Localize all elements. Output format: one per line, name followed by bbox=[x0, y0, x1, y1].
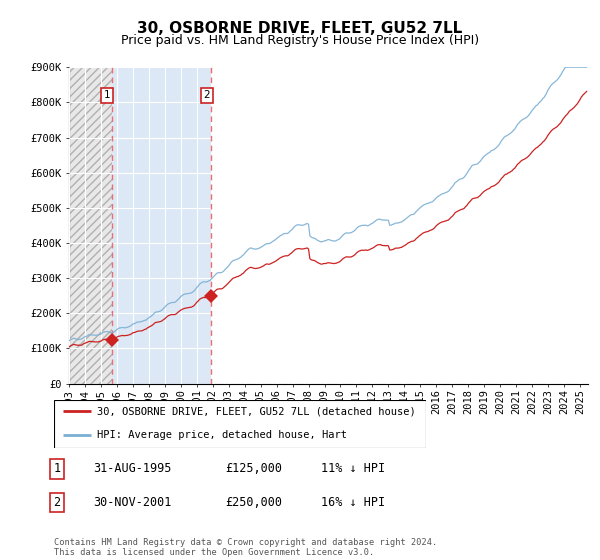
Text: 2: 2 bbox=[53, 496, 61, 509]
Text: 30, OSBORNE DRIVE, FLEET, GU52 7LL (detached house): 30, OSBORNE DRIVE, FLEET, GU52 7LL (deta… bbox=[97, 407, 416, 416]
Text: 1: 1 bbox=[103, 90, 110, 100]
Bar bbox=[112, 67, 211, 384]
Text: 30-NOV-2001: 30-NOV-2001 bbox=[93, 496, 172, 509]
Bar bbox=[69, 67, 112, 384]
Text: 2: 2 bbox=[203, 90, 210, 100]
Text: 30, OSBORNE DRIVE, FLEET, GU52 7LL: 30, OSBORNE DRIVE, FLEET, GU52 7LL bbox=[137, 21, 463, 36]
Text: 11% ↓ HPI: 11% ↓ HPI bbox=[321, 462, 385, 475]
Text: HPI: Average price, detached house, Hart: HPI: Average price, detached house, Hart bbox=[97, 430, 347, 440]
Text: 16% ↓ HPI: 16% ↓ HPI bbox=[321, 496, 385, 509]
Text: Price paid vs. HM Land Registry's House Price Index (HPI): Price paid vs. HM Land Registry's House … bbox=[121, 34, 479, 46]
Text: 31-AUG-1995: 31-AUG-1995 bbox=[93, 462, 172, 475]
Text: £250,000: £250,000 bbox=[225, 496, 282, 509]
Text: Contains HM Land Registry data © Crown copyright and database right 2024.
This d: Contains HM Land Registry data © Crown c… bbox=[54, 538, 437, 557]
Text: 1: 1 bbox=[53, 462, 61, 475]
Text: £125,000: £125,000 bbox=[225, 462, 282, 475]
